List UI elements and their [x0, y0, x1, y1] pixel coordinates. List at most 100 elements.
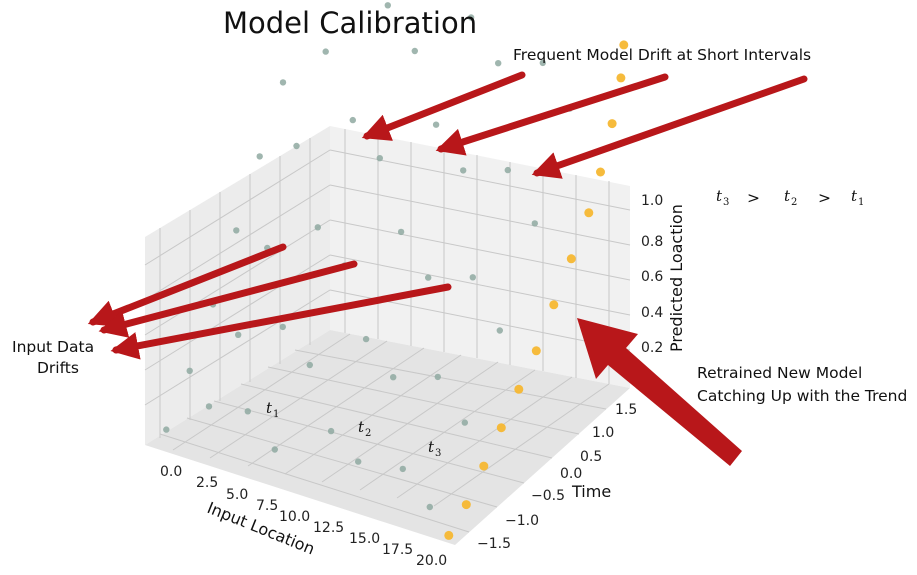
- t2-base: t: [358, 418, 365, 436]
- retrain-note-line1: Retrained New Model: [697, 364, 862, 382]
- order-t1-base: t: [851, 187, 858, 205]
- grid-lines: [144, 129, 631, 533]
- drift-data-point: [293, 142, 300, 150]
- retrained-model-point: [616, 73, 626, 83]
- drift-arrow: [531, 75, 808, 179]
- retrained-model-point: [584, 208, 594, 218]
- drift-data-point: [467, 14, 475, 21]
- drift-data-point: [469, 274, 476, 281]
- x-tick: 2.5: [196, 475, 218, 491]
- retrained-model-point: [619, 40, 629, 50]
- drift-data-point: [279, 79, 287, 86]
- drift-data-point: [531, 220, 538, 227]
- order-t1-sub: 1: [858, 197, 864, 208]
- order-t3-sub: 3: [723, 197, 729, 208]
- drift-data-point: [539, 59, 546, 67]
- t1-sub: 1: [273, 409, 279, 420]
- retrained-model-point: [596, 167, 605, 177]
- drift-arrows: [87, 71, 808, 360]
- drift-data-point: [425, 274, 432, 281]
- drift-data-point: [327, 427, 335, 435]
- drift-arrow: [361, 71, 526, 141]
- retrained-model-point: [461, 500, 471, 510]
- drift-data-point: [426, 503, 433, 511]
- input-drift-note-line1: Input Data: [12, 338, 94, 356]
- y-tick: 1.5: [615, 402, 637, 418]
- y-tick: 1.0: [592, 425, 614, 441]
- drift-data-point: [205, 403, 213, 410]
- drift-data-point: [355, 458, 362, 465]
- drift-data-point: [384, 2, 391, 9]
- back-pane: [330, 126, 630, 388]
- drift-data-point: [314, 224, 321, 231]
- time-order: t 3 > t 2 > t 1: [716, 187, 864, 208]
- drift-data-point: [271, 446, 278, 453]
- y-axis-ticks: −1.5 −1.0 −0.5 0.0 0.5 1.0 1.5: [477, 402, 637, 552]
- time-marker-t3: t 3: [428, 438, 441, 459]
- y-tick: −1.5: [477, 536, 511, 552]
- x-tick: 17.5: [382, 542, 413, 558]
- x-tick: 20.0: [416, 553, 447, 569]
- retrain-arrow-shape: [577, 318, 742, 466]
- retrained-model-point: [566, 254, 576, 264]
- drift-data-point: [306, 361, 313, 369]
- t3-sub: 3: [435, 448, 441, 459]
- z-axis-label: Predicted Loaction: [667, 204, 686, 352]
- drift-data-point: [235, 331, 242, 338]
- input-drift-note-line2: Drifts: [37, 359, 79, 377]
- x-tick: 10.0: [279, 509, 310, 525]
- order-t2-base: t: [784, 187, 791, 205]
- drift-data-point: [233, 227, 240, 234]
- z-axis-ticks: 0.2 0.4 0.6 0.8 1.0: [641, 193, 663, 356]
- drift-data-point: [411, 47, 418, 55]
- input-drift-arrow: [98, 260, 358, 338]
- z-tick: 0.6: [641, 269, 663, 285]
- drift-data-point: [322, 48, 329, 55]
- retrained-model-point: [607, 119, 617, 129]
- drift-data-point: [163, 426, 170, 433]
- left-pane: [145, 126, 330, 445]
- drift-data-point: [349, 116, 356, 124]
- y-tick: 0.0: [560, 466, 582, 482]
- y-tick: −1.0: [505, 513, 539, 529]
- retrained-model-point: [496, 423, 506, 433]
- x-tick: 7.5: [256, 498, 278, 514]
- retrained-model-point: [531, 346, 541, 356]
- order-gt-1: >: [747, 189, 760, 207]
- t2-sub: 2: [365, 428, 371, 439]
- retrain-arrow: [577, 318, 742, 466]
- drift-data-point: [362, 335, 370, 343]
- t1-base: t: [266, 399, 273, 417]
- t3-base: t: [428, 438, 435, 456]
- z-tick: 0.8: [641, 234, 663, 250]
- z-tick: 0.4: [641, 305, 663, 321]
- retrained-model-point: [444, 530, 454, 540]
- order-t3-base: t: [716, 187, 723, 205]
- drift-top-note: Frequent Model Drift at Short Intervals: [513, 46, 811, 64]
- retrain-note-line2: Catching Up with the Trend: [697, 387, 907, 405]
- time-marker-t1: t 1: [266, 399, 279, 420]
- drift-data-point: [496, 327, 503, 334]
- drift-data-point: [504, 166, 511, 174]
- x-axis-ticks: 0.0 2.5 5.0 7.5 10.0 12.5 15.0 17.5 20.0: [160, 464, 447, 569]
- z-tick: 0.2: [641, 340, 663, 356]
- drift-data-point: [244, 408, 251, 415]
- retrained-model-point: [549, 300, 559, 310]
- drift-data-point: [256, 153, 263, 160]
- x-tick: 0.0: [160, 464, 182, 480]
- y-tick: −0.5: [531, 488, 565, 504]
- drift-data-point: [434, 373, 441, 381]
- x-tick: 5.0: [226, 487, 248, 503]
- retrained-model-point: [514, 384, 524, 394]
- drift-data-point: [390, 374, 397, 381]
- y-axis-label: Time: [571, 482, 611, 501]
- drift-data-point: [397, 228, 405, 236]
- x-tick: 15.0: [349, 531, 380, 547]
- axes-panes: [145, 126, 630, 545]
- input-drift-arrow: [110, 283, 452, 360]
- order-gt-2: >: [818, 189, 831, 207]
- drift-data-point: [399, 465, 406, 473]
- input-drift-arrow: [87, 243, 287, 327]
- time-marker-t2: t 2: [358, 418, 371, 439]
